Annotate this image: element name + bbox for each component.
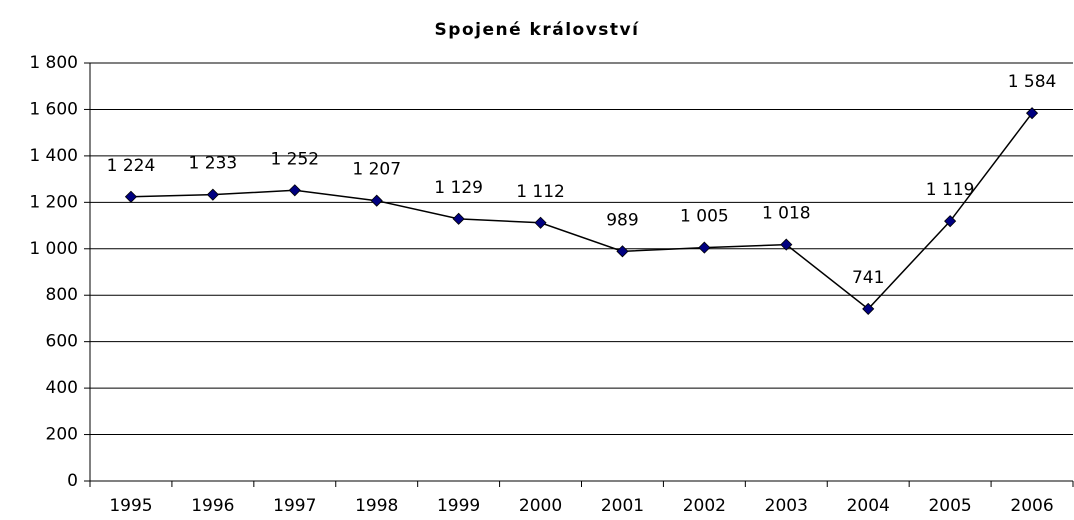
x-tick-label: 2003 xyxy=(765,496,808,516)
data-point xyxy=(616,245,629,258)
x-tick-label: 1997 xyxy=(273,496,316,516)
x-tick-label: 1999 xyxy=(437,496,480,516)
data-label: 1 119 xyxy=(926,180,975,200)
x-tick-label: 2000 xyxy=(519,496,562,516)
y-tick-label: 1 600 xyxy=(29,99,78,119)
data-label: 1 252 xyxy=(270,149,319,169)
data-point xyxy=(288,184,301,197)
data-point xyxy=(944,215,957,228)
data-point xyxy=(452,212,465,225)
data-label: 1 584 xyxy=(1008,72,1057,92)
data-label: 1 224 xyxy=(107,156,156,176)
y-tick-label: 0 xyxy=(67,471,78,491)
data-point xyxy=(534,216,547,229)
data-point xyxy=(780,238,793,251)
x-tick-label: 2001 xyxy=(601,496,644,516)
data-label: 1 233 xyxy=(189,154,238,174)
data-point xyxy=(862,302,875,315)
data-label: 1 018 xyxy=(762,204,811,224)
data-label: 741 xyxy=(852,268,884,288)
y-tick-label: 1 400 xyxy=(29,146,78,166)
data-point xyxy=(206,188,219,201)
data-label: 1 207 xyxy=(352,160,401,180)
chart-title: Spojené království xyxy=(435,20,640,40)
data-label: 1 129 xyxy=(434,178,483,198)
x-tick-label: 1996 xyxy=(191,496,234,516)
data-label: 1 005 xyxy=(680,207,729,227)
y-tick-label: 1 000 xyxy=(29,239,78,259)
x-tick-label: 1998 xyxy=(355,496,398,516)
data-point xyxy=(1025,107,1039,120)
series-line xyxy=(130,112,1033,310)
y-tick-label: 200 xyxy=(46,425,78,445)
data-label: 989 xyxy=(606,210,638,230)
data-point xyxy=(370,194,383,207)
x-tick-label: 2005 xyxy=(928,496,971,516)
data-point xyxy=(698,241,711,254)
y-tick-label: 1 200 xyxy=(29,192,78,212)
data-point xyxy=(124,190,138,203)
y-tick-label: 800 xyxy=(46,285,78,305)
y-tick-label: 400 xyxy=(46,378,78,398)
x-tick-label: 2006 xyxy=(1010,496,1053,516)
x-tick-label: 2004 xyxy=(847,496,890,516)
y-tick-label: 600 xyxy=(46,332,78,352)
y-tick-label: 1 800 xyxy=(29,53,78,73)
x-tick-label: 2002 xyxy=(683,496,726,516)
x-tick-label: 1995 xyxy=(109,496,152,516)
data-label: 1 112 xyxy=(516,182,565,202)
